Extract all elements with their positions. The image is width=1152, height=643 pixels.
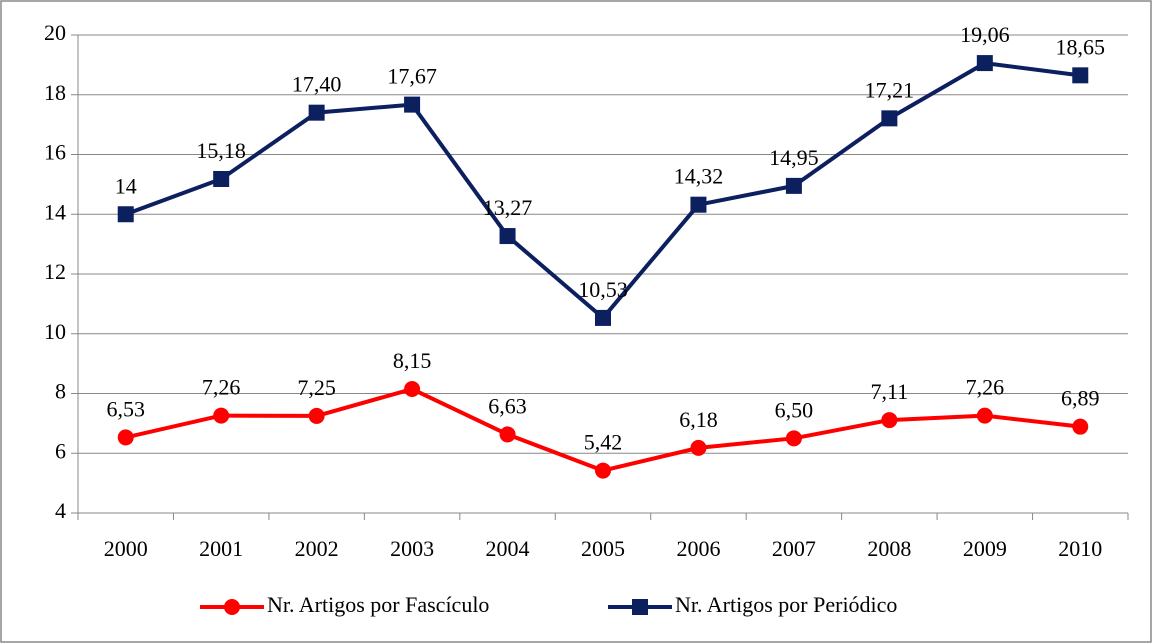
data-label: 14,32 <box>674 164 724 189</box>
data-label: 14 <box>115 173 137 198</box>
data-label: 5,42 <box>584 430 623 455</box>
x-tick-label: 2003 <box>390 536 434 561</box>
data-point <box>213 170 230 187</box>
data-point <box>308 407 325 424</box>
y-tick-label: 4 <box>55 498 66 523</box>
data-point <box>881 412 898 429</box>
data-point <box>308 104 325 121</box>
data-point <box>690 196 707 213</box>
y-tick-label: 12 <box>44 259 66 284</box>
legend-label: Nr. Artigos por Periódico <box>675 592 897 617</box>
y-tick-label: 6 <box>55 438 66 463</box>
y-tick-label: 20 <box>44 20 66 45</box>
data-point <box>499 426 516 443</box>
data-point <box>690 439 707 456</box>
data-point <box>785 177 802 194</box>
data-label: 6,63 <box>488 393 527 418</box>
data-point <box>785 430 802 447</box>
data-point <box>1072 418 1089 435</box>
legend-marker <box>224 599 240 615</box>
data-point <box>1072 67 1089 84</box>
y-tick-label: 16 <box>44 140 66 165</box>
data-label: 18,65 <box>1056 34 1106 59</box>
data-label: 19,06 <box>960 22 1010 47</box>
data-point <box>117 429 134 446</box>
x-tick-label: 2002 <box>295 536 339 561</box>
y-tick-label: 8 <box>55 379 66 404</box>
x-tick-label: 2010 <box>1058 536 1102 561</box>
data-label: 10,53 <box>578 277 628 302</box>
y-tick-label: 14 <box>44 199 66 224</box>
y-tick-label: 18 <box>44 80 66 105</box>
data-label: 7,26 <box>202 375 241 400</box>
data-point <box>213 407 230 424</box>
data-point <box>881 110 898 127</box>
data-label: 7,25 <box>297 375 336 400</box>
legend-label: Nr. Artigos por Fascículo <box>267 592 489 617</box>
data-point <box>976 55 993 72</box>
data-label: 15,18 <box>196 138 246 163</box>
x-tick-label: 2004 <box>486 536 530 561</box>
data-point <box>499 228 516 245</box>
data-point <box>976 407 993 424</box>
legend-marker <box>632 599 648 615</box>
data-point <box>595 462 611 479</box>
x-tick-label: 2006 <box>676 536 720 561</box>
data-point <box>595 309 611 326</box>
data-label: 6,89 <box>1061 386 1100 411</box>
data-label: 17,21 <box>865 77 915 102</box>
x-tick-label: 2009 <box>963 536 1007 561</box>
x-tick-label: 2005 <box>581 536 625 561</box>
data-label: 6,53 <box>106 396 145 421</box>
data-label: 6,50 <box>775 397 814 422</box>
x-tick-label: 2000 <box>104 536 148 561</box>
data-point <box>404 381 421 398</box>
x-tick-label: 2001 <box>199 536 243 561</box>
data-point <box>117 206 134 223</box>
data-label: 13,27 <box>483 195 533 220</box>
data-label: 8,15 <box>393 348 432 373</box>
y-tick-label: 10 <box>44 319 66 344</box>
data-label: 17,67 <box>387 64 437 89</box>
x-tick-label: 2008 <box>867 536 911 561</box>
data-label: 14,95 <box>769 145 819 170</box>
data-label: 7,11 <box>871 379 909 404</box>
data-label: 17,40 <box>292 72 342 97</box>
data-label: 7,26 <box>966 375 1005 400</box>
data-point <box>404 96 421 113</box>
x-tick-label: 2007 <box>772 536 816 561</box>
data-label: 6,18 <box>679 407 718 432</box>
